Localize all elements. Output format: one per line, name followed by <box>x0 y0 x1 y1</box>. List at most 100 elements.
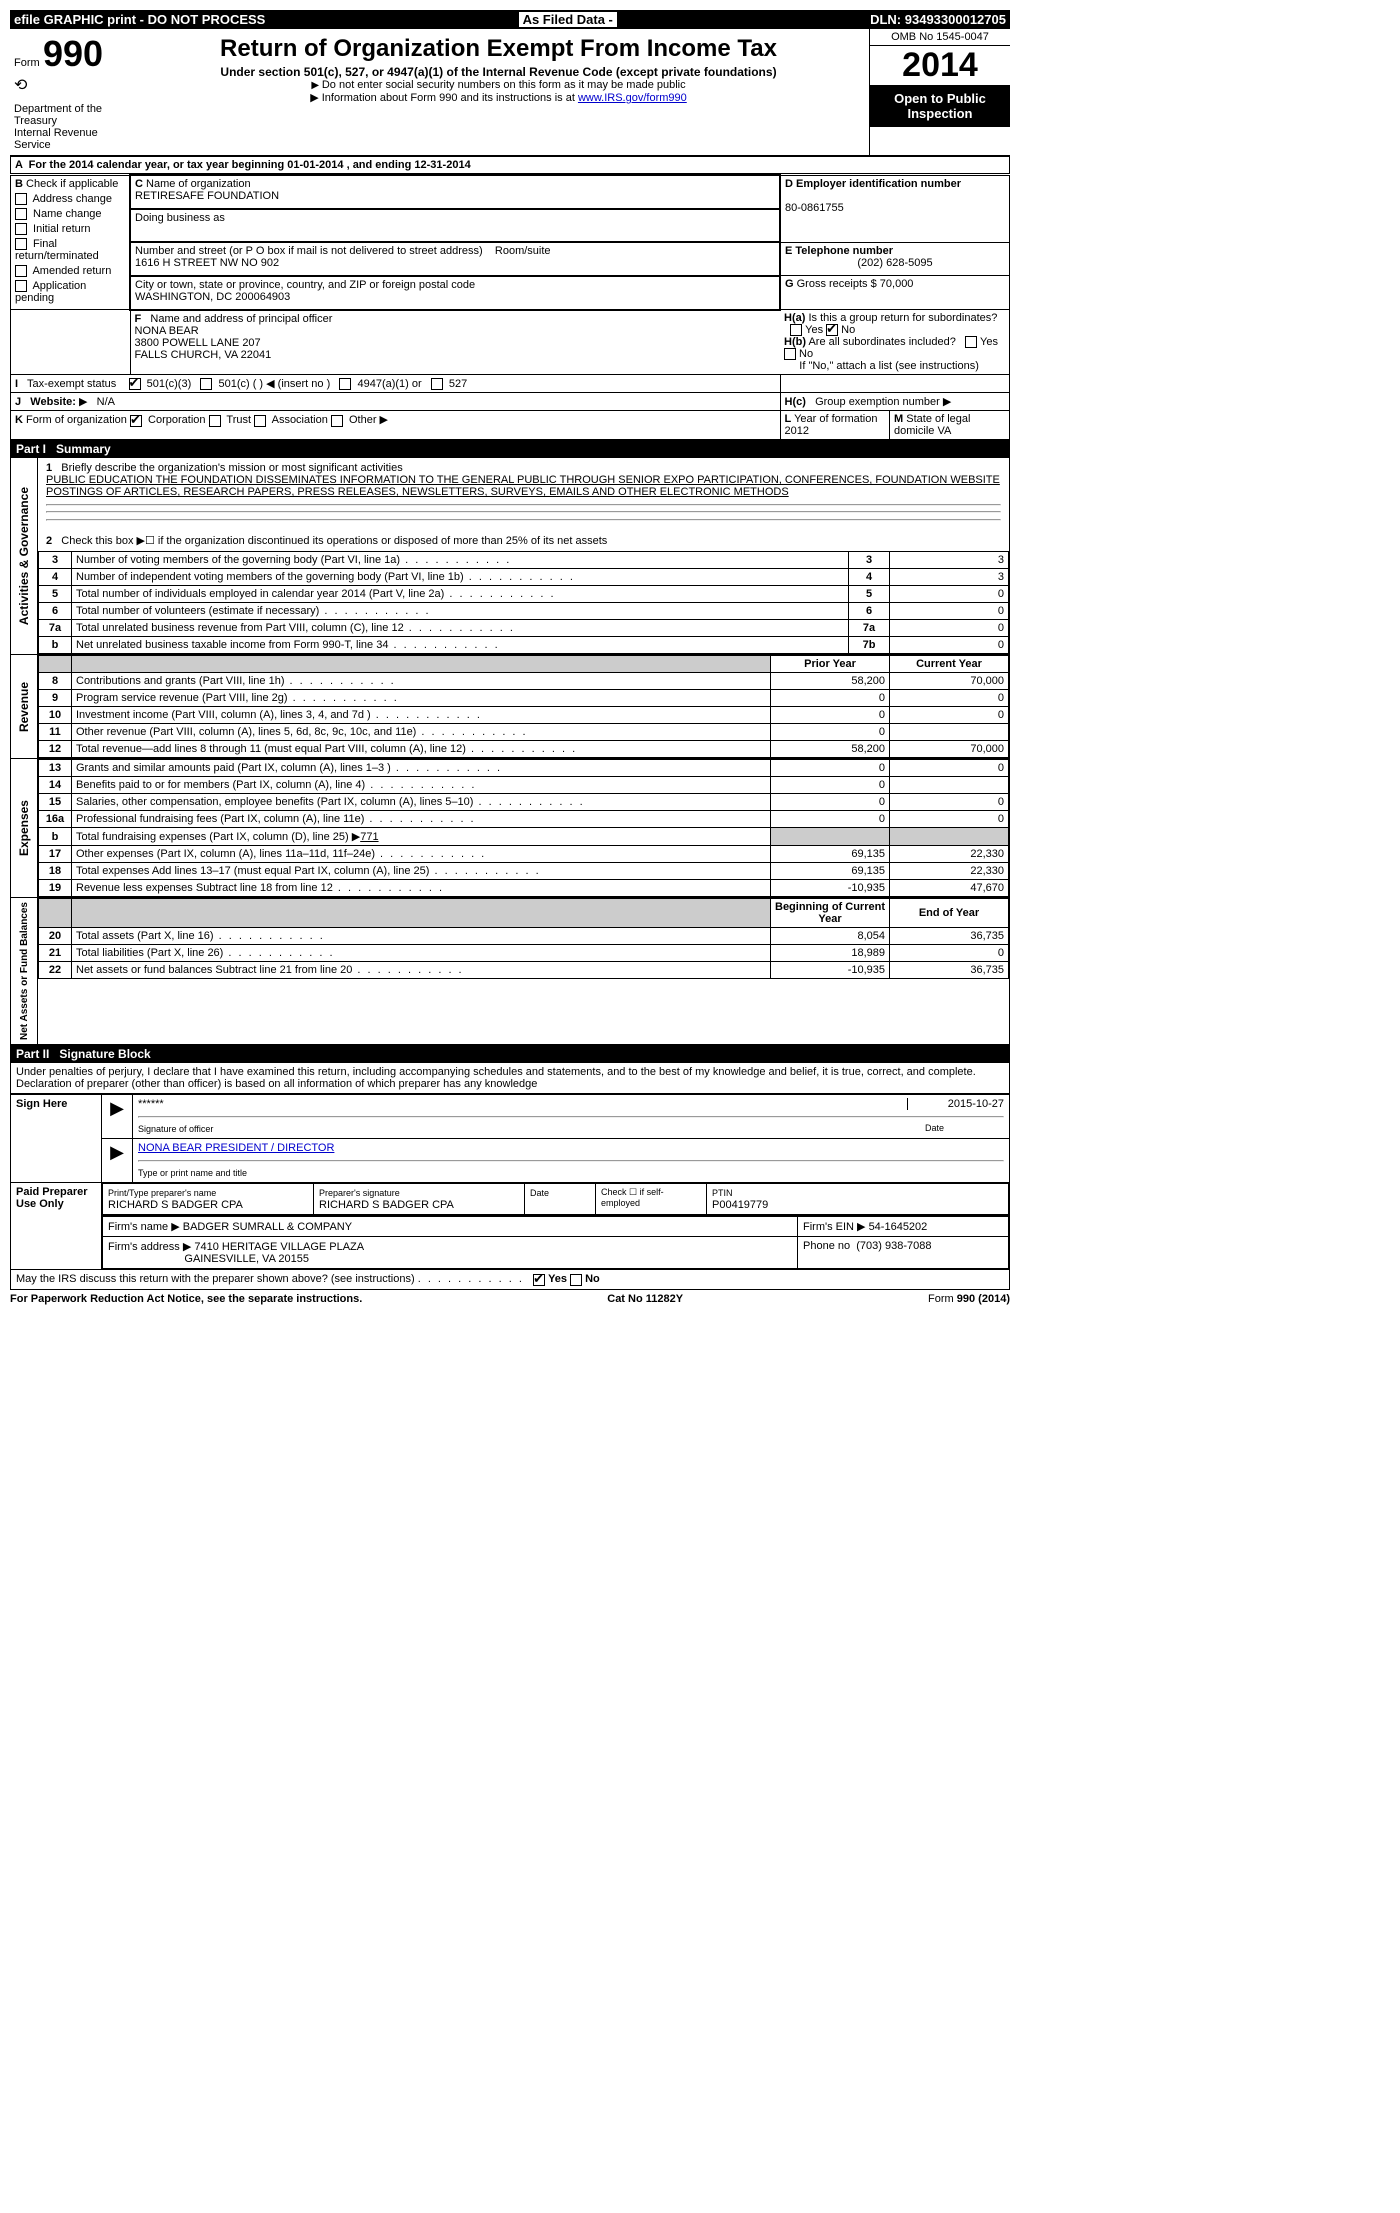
revenue-table: Prior YearCurrent Year 8Contributions an… <box>38 655 1009 758</box>
hb-no-checkbox[interactable] <box>784 348 796 360</box>
line-8: 8Contributions and grants (Part VIII, li… <box>39 673 1009 690</box>
i-527-checkbox[interactable] <box>431 378 443 390</box>
form-prefix: Form <box>14 57 40 69</box>
checkbox-initial-return: Initial return <box>15 223 125 235</box>
section-c-name: C Name of organization RETIRESAFE FOUNDA… <box>130 175 780 209</box>
signature-table: Sign Here ▶ ****** 2015-10-27 Signature … <box>10 1094 1010 1270</box>
revenue-section: Revenue Prior YearCurrent Year 8Contribu… <box>10 655 1010 759</box>
topbar-left: efile GRAPHIC print - DO NOT PROCESS <box>14 12 265 27</box>
discuss-no-checkbox[interactable] <box>570 1274 582 1286</box>
line-15: 15Salaries, other compensation, employee… <box>39 794 1009 811</box>
checkbox-final-return-terminated: Final return/terminated <box>15 238 125 262</box>
gov-line-6: 6Total number of volunteers (estimate if… <box>39 603 1009 620</box>
irs-link[interactable]: www.IRS.gov/form990 <box>578 92 687 104</box>
header-right: OMB No 1545-0047 2014 Open to Public Ins… <box>869 29 1010 155</box>
line-13: 13Grants and similar amounts paid (Part … <box>39 760 1009 777</box>
info-note: ▶ Information about Form 990 and its ins… <box>132 91 865 104</box>
discuss-yes-checkbox[interactable] <box>533 1274 545 1286</box>
governance-label: Activities & Governance <box>17 483 31 629</box>
efile-topbar: efile GRAPHIC print - DO NOT PROCESS As … <box>10 10 1010 29</box>
section-lm: L Year of formation 2012 M State of lega… <box>780 411 1010 440</box>
line1: 1 Briefly describe the organization's mi… <box>38 458 1009 530</box>
section-c-dba: Doing business as <box>130 209 780 243</box>
discuss-row: May the IRS discuss this return with the… <box>10 1270 1010 1289</box>
section-e: E Telephone number (202) 628-5095 <box>780 242 1010 276</box>
line-14: 14Benefits paid to or for members (Part … <box>39 777 1009 794</box>
irs-label: Internal Revenue Service <box>14 127 124 151</box>
part1-header: Part I Summary <box>10 440 1010 458</box>
identity-grid: B Check if applicable Address change Nam… <box>10 174 1010 440</box>
checkbox-amended-return: Amended return <box>15 265 125 277</box>
line-16a: 16aProfessional fundraising fees (Part I… <box>39 811 1009 828</box>
section-c-street: Number and street (or P O box if mail is… <box>130 242 780 276</box>
governance-table: 3Number of voting members of the governi… <box>38 551 1009 654</box>
k-opt-trust: Trust <box>206 414 252 426</box>
gov-line-3: 3Number of voting members of the governi… <box>39 552 1009 569</box>
line-9: 9Program service revenue (Part VIII, lin… <box>39 690 1009 707</box>
header-mid: Return of Organization Exempt From Incom… <box>128 29 869 155</box>
line-10: 10Investment income (Part VIII, column (… <box>39 707 1009 724</box>
revenue-label: Revenue <box>17 678 31 736</box>
form-number: 990 <box>43 33 103 74</box>
section-k: K Form of organization Corporation Trust… <box>11 411 781 440</box>
section-hc: H(c) Group exemption number ▶ <box>780 393 1010 411</box>
form-header: Form 990 ⟲ Department of the Treasury In… <box>10 29 1010 157</box>
page-footer: For Paperwork Reduction Act Notice, see … <box>10 1290 1010 1308</box>
section-a: A For the 2014 calendar year, or tax yea… <box>10 157 1010 174</box>
netassets-label: Net Assets or Fund Balances <box>19 898 30 1044</box>
line-20: 20Total assets (Part X, line 16)8,05436,… <box>39 928 1009 945</box>
ha-yes-checkbox[interactable] <box>790 324 802 336</box>
paid-preparer-label: Paid Preparer Use Only <box>11 1183 102 1270</box>
line-19: 19Revenue less expenses Subtract line 18… <box>39 880 1009 897</box>
dept-label: Department of the Treasury <box>14 103 124 127</box>
form-title: Return of Organization Exempt From Incom… <box>132 35 865 63</box>
section-d: D Employer identification number 80-0861… <box>780 175 1010 242</box>
topbar-mid: As Filed Data - <box>519 12 617 27</box>
netassets-section: Net Assets or Fund Balances Beginning of… <box>10 898 1010 1045</box>
section-j: J Website: ▶ N/A <box>11 393 781 411</box>
netassets-table: Beginning of Current YearEnd of Year 20T… <box>38 898 1009 979</box>
i-501c3-checkbox[interactable] <box>129 378 141 390</box>
part2-header: Part II Signature Block <box>10 1045 1010 1063</box>
section-g: G Gross receipts $ 70,000 <box>780 276 1010 310</box>
line-18: 18Total expenses Add lines 13–17 (must e… <box>39 863 1009 880</box>
line2: 2 Check this box ▶☐ if the organization … <box>38 530 1009 551</box>
expenses-table: 13Grants and similar amounts paid (Part … <box>38 759 1009 897</box>
inspection-box: Open to Public Inspection <box>870 85 1010 127</box>
section-c-city: City or town, state or province, country… <box>130 276 780 310</box>
line-21: 21Total liabilities (Part X, line 26)18,… <box>39 945 1009 962</box>
section-i: I Tax-exempt status 501(c)(3) 501(c) ( )… <box>11 375 781 393</box>
section-f: F Name and address of principal officer … <box>130 310 780 375</box>
form-subtitle: Under section 501(c), 527, or 4947(a)(1)… <box>132 65 865 79</box>
k-opt-association: Association <box>251 414 328 426</box>
tax-year: 2014 <box>870 46 1010 85</box>
ha-no-checkbox[interactable] <box>826 324 838 336</box>
i-501c-checkbox[interactable] <box>200 378 212 390</box>
checkbox-address-change: Address change <box>15 193 125 205</box>
checkbox-application-pending: Application pending <box>15 280 125 304</box>
header-left: Form 990 ⟲ Department of the Treasury In… <box>10 29 128 155</box>
officer-name-link[interactable]: NONA BEAR PRESIDENT / DIRECTOR <box>138 1142 334 1154</box>
perjury-declaration: Under penalties of perjury, I declare th… <box>10 1063 1010 1094</box>
topbar-right: DLN: 93493300012705 <box>870 12 1006 27</box>
line-11: 11Other revenue (Part VIII, column (A), … <box>39 724 1009 741</box>
governance-section: Activities & Governance 1 Briefly descri… <box>10 458 1010 655</box>
ssn-note: Do not enter social security numbers on … <box>132 79 865 91</box>
gov-line-4: 4Number of independent voting members of… <box>39 569 1009 586</box>
line-17: 17Other expenses (Part IX, column (A), l… <box>39 846 1009 863</box>
section-b: B Check if applicable Address change Nam… <box>11 175 131 310</box>
line-22: 22Net assets or fund balances Subtract l… <box>39 962 1009 979</box>
section-h: H(a) Is this a group return for subordin… <box>780 310 1010 375</box>
i-4947-checkbox[interactable] <box>339 378 351 390</box>
expenses-label: Expenses <box>17 796 31 860</box>
omb-number: OMB No 1545-0047 <box>870 29 1010 46</box>
k-opt-other: Other ▶ <box>328 414 388 426</box>
k-opt-corporation: Corporation <box>130 414 206 426</box>
expenses-section: Expenses 13Grants and similar amounts pa… <box>10 759 1010 898</box>
gov-line-7a: 7aTotal unrelated business revenue from … <box>39 620 1009 637</box>
sign-here-label: Sign Here <box>11 1095 102 1183</box>
hb-yes-checkbox[interactable] <box>965 336 977 348</box>
line-12: 12Total revenue—add lines 8 through 11 (… <box>39 741 1009 758</box>
gov-line-7b: bNet unrelated business taxable income f… <box>39 637 1009 654</box>
gov-line-5: 5Total number of individuals employed in… <box>39 586 1009 603</box>
